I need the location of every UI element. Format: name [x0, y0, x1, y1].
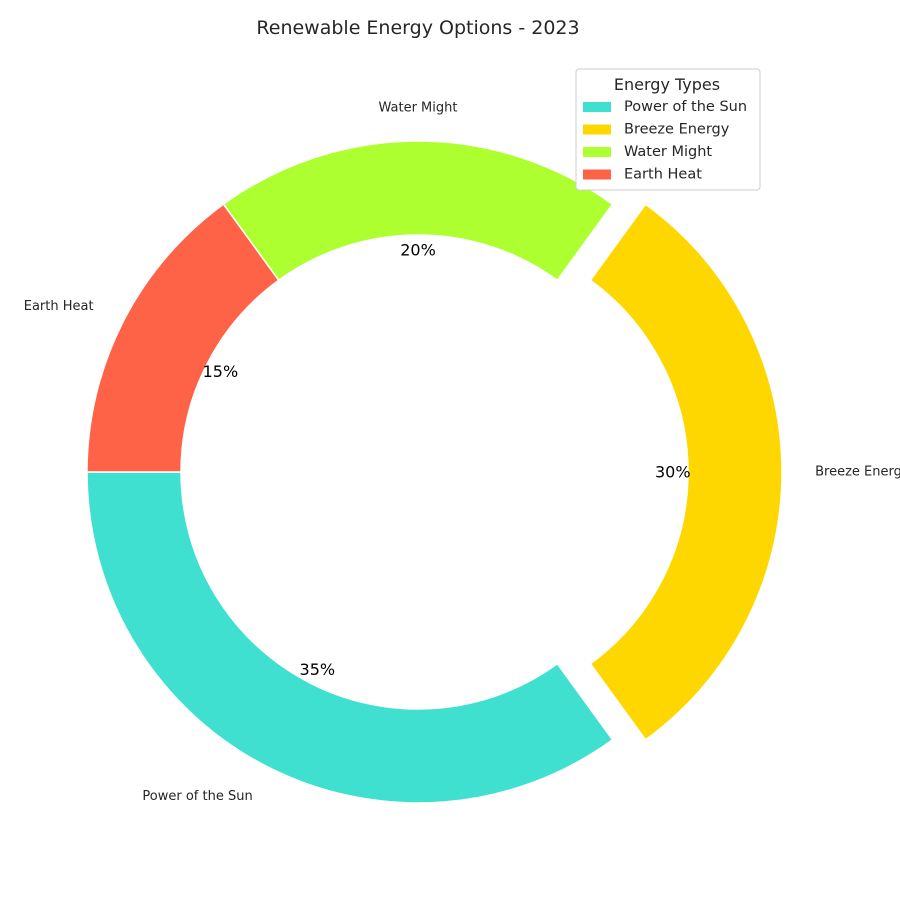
slice-label-power-of-the-sun: Power of the Sun — [142, 789, 252, 804]
legend-swatch-water-might — [583, 147, 611, 157]
slice-label-breeze-energy: Breeze Energy — [815, 465, 900, 480]
legend-title: Energy Types — [614, 75, 720, 94]
legend-box — [575, 68, 761, 191]
slice-label-water-might: Water Might — [379, 100, 458, 115]
percent-labels: 35% 30% 20% 15% — [203, 241, 691, 679]
chart-title: Renewable Energy Options - 2023 — [256, 17, 579, 39]
slice-labels: Power of the Sun Breeze Energy Water Might… — [24, 100, 900, 804]
legend-label-water-might: Water Might — [624, 144, 712, 160]
legend-swatch-earth-heat — [583, 169, 611, 180]
slice-power-of-the-sun — [86, 471, 614, 804]
slice-label-earth-heat: Earth Heat — [24, 299, 94, 314]
legend-swatch-breeze-energy — [583, 124, 611, 135]
legend-label-power-of-the-sun: Power of the Sun — [624, 99, 747, 115]
legend-swatch-power-of-the-sun — [583, 102, 611, 112]
legend-items: Power of the Sun Breeze Energy Water Might… — [583, 99, 747, 183]
percent-label-water-might: 20% — [400, 241, 436, 260]
legend: Energy Types Power of the Sun Breeze Ener… — [575, 68, 761, 191]
percent-label-earth-heat: 15% — [203, 362, 239, 381]
legend-label-breeze-energy: Breeze Energy — [624, 122, 730, 138]
percent-label-power-of-the-sun: 35% — [300, 660, 336, 679]
legend-label-earth-heat: Earth Heat — [624, 167, 702, 183]
slice-breeze-energy — [589, 203, 783, 741]
slice-earth-heat — [86, 203, 280, 473]
percent-label-breeze-energy: 30% — [655, 463, 691, 482]
donut-slices — [86, 140, 783, 804]
